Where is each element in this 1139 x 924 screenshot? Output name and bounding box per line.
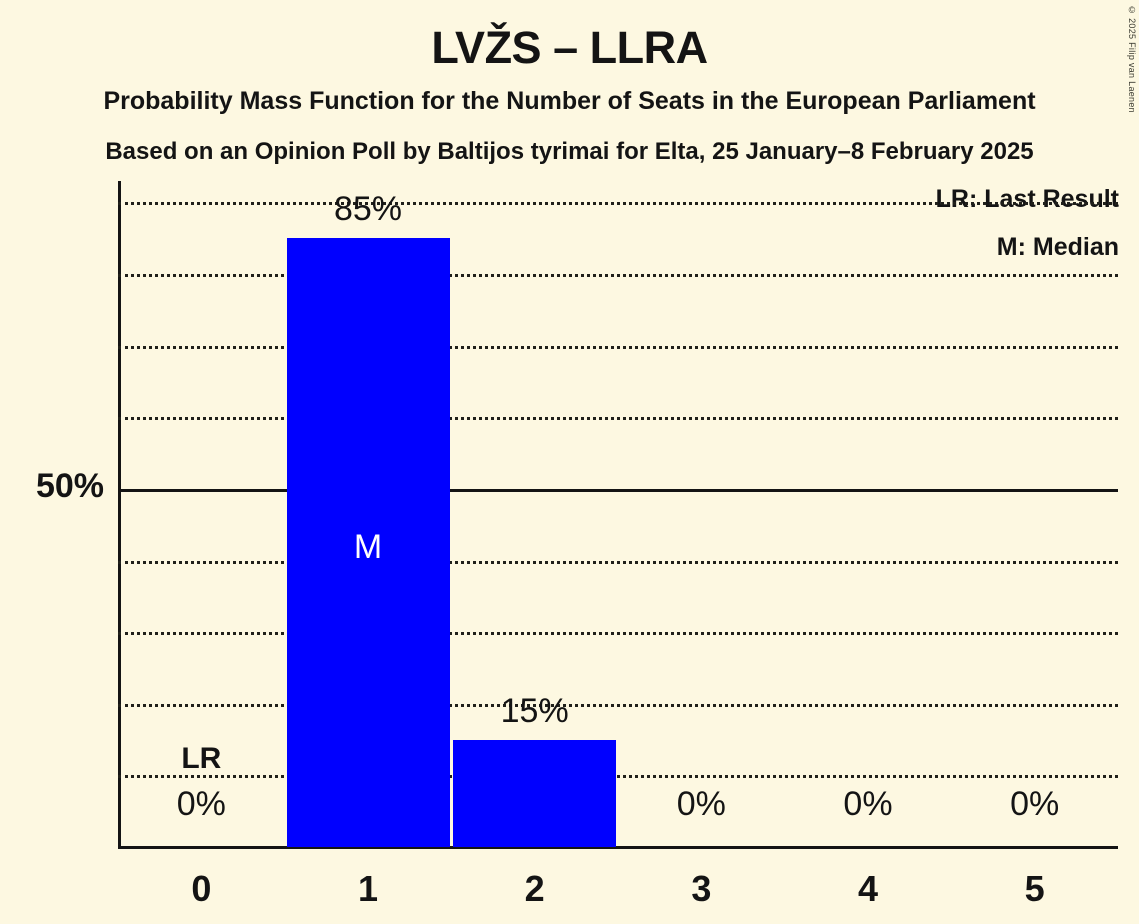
gridline (118, 703, 1118, 707)
value-label-2: 15% (500, 691, 569, 730)
bar-2[interactable] (453, 739, 617, 847)
bar-1[interactable] (286, 238, 450, 847)
value-label-5: 0% (1010, 785, 1060, 823)
value-label-4: 0% (843, 785, 893, 823)
x-tick-1: 1 (357, 868, 378, 909)
x-axis-line (118, 846, 1118, 849)
chart-source-note: Based on an Opinion Poll by Baltijos tyr… (105, 138, 1034, 165)
gridline-major (118, 488, 1118, 492)
y-axis-line (118, 181, 121, 849)
gridline (118, 345, 1118, 349)
value-label-0: 0% (176, 785, 226, 823)
gridline (118, 274, 1118, 278)
last-result-marker: LR (181, 742, 222, 775)
x-tick-5: 5 (1024, 868, 1045, 909)
x-tick-2: 2 (524, 868, 545, 909)
y-tick-50pct: 50% (35, 466, 104, 505)
gridline (118, 775, 1118, 779)
gridline (118, 202, 1118, 206)
gridline (118, 417, 1118, 421)
gridline (118, 632, 1118, 636)
gridline (118, 560, 1118, 564)
plot-area (118, 181, 1118, 847)
value-label-3: 0% (676, 785, 726, 823)
median-marker: M (353, 528, 383, 566)
x-tick-3: 3 (691, 868, 712, 909)
x-tick-0: 0 (191, 868, 212, 909)
x-tick-4: 4 (857, 868, 878, 909)
legend-last-result: LR: Last Result (935, 185, 1119, 213)
value-label-1: 85% (333, 190, 403, 229)
legend-median: M: Median (996, 233, 1119, 261)
copyright-notice: © 2025 Filip van Laenen (1127, 5, 1137, 113)
chart-subtitle: Probability Mass Function for the Number… (103, 87, 1036, 115)
chart-title: LVŽS – LLRA (431, 22, 708, 73)
